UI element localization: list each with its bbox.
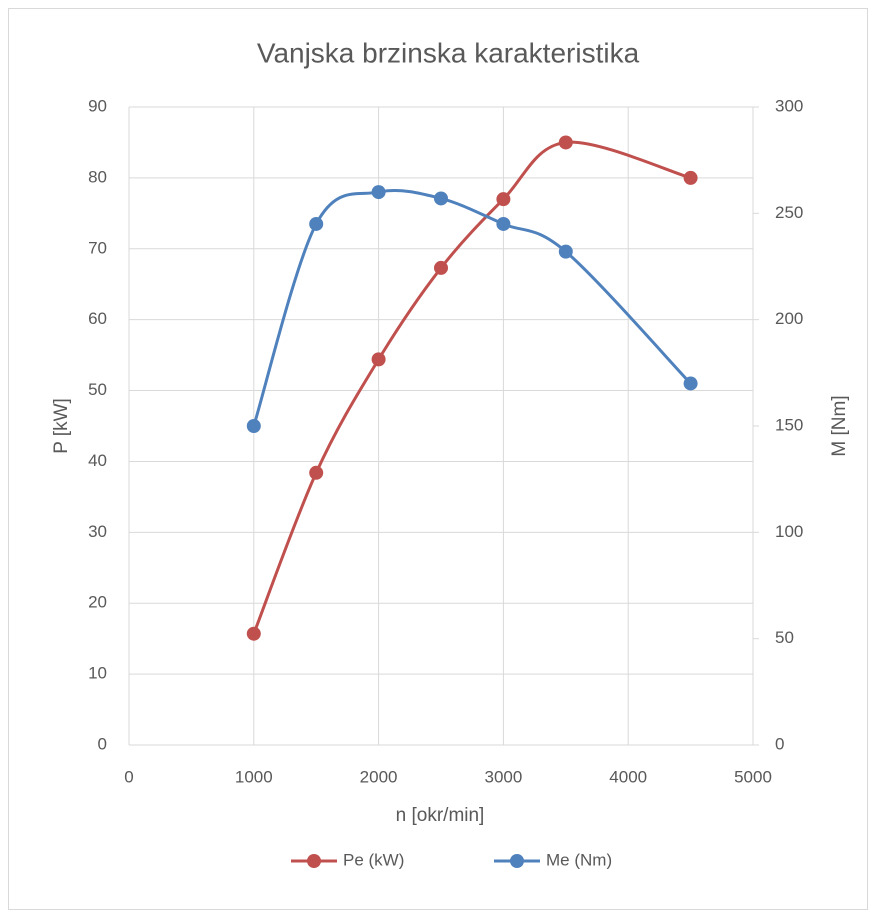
y-tick-label: 20: [88, 593, 107, 612]
y2-tick-label: 200: [775, 309, 803, 328]
y-tick-label: 70: [88, 238, 107, 257]
marker: [246, 626, 261, 641]
y2-tick-label: 100: [775, 522, 803, 541]
marker: [558, 244, 573, 259]
marker: [434, 191, 448, 206]
x-tick-label: 1000: [235, 767, 273, 786]
marker: [246, 419, 261, 433]
marker: [683, 376, 698, 391]
legend-label: Pe (kW): [343, 850, 404, 869]
marker: [309, 216, 324, 231]
x-tick-label: 3000: [484, 767, 522, 786]
y-tick-label: 40: [88, 451, 107, 470]
marker: [558, 135, 573, 150]
x-tick-label: 2000: [360, 767, 398, 786]
marker: [683, 170, 698, 185]
x-tick-label: 0: [124, 767, 133, 786]
y-axis-label: P [kW]: [51, 398, 72, 454]
y-tick-label: 10: [88, 664, 107, 683]
legend-marker: [510, 854, 524, 868]
y2-tick-label: 250: [775, 203, 803, 222]
x-tick-label: 5000: [734, 767, 772, 786]
y-tick-label: 0: [98, 734, 107, 753]
legend-marker: [307, 854, 321, 868]
y-tick-label: 30: [88, 522, 107, 541]
x-axis-label: n [okr/min]: [396, 805, 485, 826]
y2-tick-label: 0: [775, 734, 784, 753]
y-tick-label: 80: [88, 167, 107, 186]
legend-label: Me (Nm): [546, 850, 612, 869]
marker: [371, 352, 386, 367]
marker: [434, 260, 448, 275]
y-tick-label: 90: [88, 96, 107, 115]
marker: [371, 185, 386, 200]
y2-tick-label: 300: [775, 96, 803, 115]
marker: [496, 216, 511, 231]
y2-tick-label: 50: [775, 628, 794, 647]
x-tick-label: 4000: [609, 767, 647, 786]
y2-axis-label: M [Nm]: [829, 395, 850, 456]
marker: [496, 192, 511, 207]
y-tick-label: 50: [88, 380, 107, 399]
chart-border: [8, 8, 868, 910]
chart-title: Vanjska brzinska karakteristika: [257, 37, 640, 68]
marker: [309, 465, 324, 480]
y2-tick-label: 150: [775, 415, 803, 434]
y-tick-label: 60: [88, 309, 107, 328]
